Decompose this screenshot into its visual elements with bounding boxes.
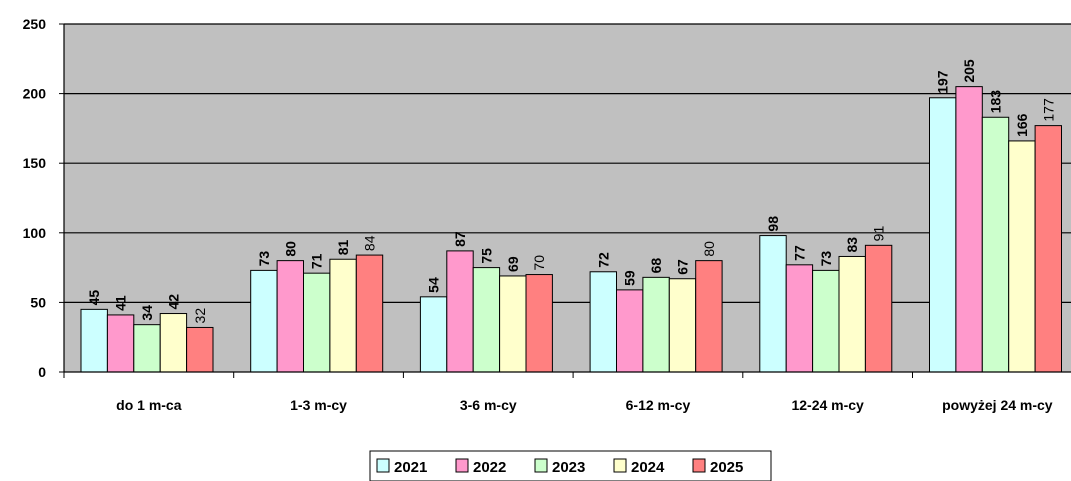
legend-entry: 2025	[710, 459, 743, 476]
bar	[133, 324, 161, 373]
data-label: 80	[282, 241, 298, 257]
bar	[419, 296, 448, 373]
bar	[1008, 140, 1036, 373]
data-label: 83	[844, 237, 860, 253]
data-label: 71	[309, 253, 325, 269]
data-label: 91	[871, 226, 887, 242]
bar	[955, 86, 983, 373]
bar	[80, 308, 108, 373]
x-category-label: powyżej 24 m-cy	[942, 397, 1053, 413]
bar	[838, 255, 866, 373]
bar	[1034, 125, 1062, 373]
bar	[250, 269, 278, 373]
x-axis-categories: do 1 m-ca 1-3 m-cy 3-6 m-cy 6-12 m-cy 12-24 …	[63, 372, 1053, 413]
data-label: 72	[595, 252, 611, 268]
data-label: 67	[675, 259, 691, 275]
bar	[499, 275, 527, 373]
legend-swatch	[376, 458, 390, 473]
bar	[981, 116, 1010, 373]
data-label: 69	[505, 256, 521, 272]
data-label: 45	[86, 290, 102, 306]
data-label: 80	[701, 241, 717, 257]
data-label: 34	[139, 305, 155, 321]
data-label: 73	[818, 251, 834, 267]
data-label: 84	[362, 235, 378, 251]
bar	[812, 269, 840, 373]
x-category-label: 3-6 m-cy	[460, 397, 517, 413]
legend: 2021 2022 2023 2024 2025	[369, 450, 772, 481]
y-tick-label: 200	[23, 86, 47, 102]
bars	[80, 86, 1062, 373]
x-category-label: 12-24 m-cy	[791, 397, 864, 413]
y-tick-label: 150	[23, 155, 47, 171]
bar	[186, 326, 214, 373]
y-tick-label: 50	[30, 294, 46, 310]
data-label: 197	[935, 70, 951, 94]
legend-swatch	[613, 458, 627, 473]
bar	[276, 260, 305, 373]
bar	[929, 97, 957, 373]
legend-swatch	[692, 458, 706, 473]
y-tick-label: 250	[23, 16, 47, 32]
x-category-label: 6-12 m-cy	[626, 397, 691, 413]
data-label: 205	[961, 59, 977, 83]
data-label: 77	[791, 245, 807, 261]
legend-entry: 2023	[552, 459, 585, 476]
data-label: 75	[478, 248, 494, 264]
legend-entry: 2024	[631, 459, 665, 476]
data-label: 87	[452, 231, 468, 247]
bar	[759, 235, 787, 373]
data-label: 70	[531, 255, 547, 271]
data-label: 177	[1040, 98, 1056, 122]
bar	[355, 254, 384, 373]
data-label: 98	[765, 216, 781, 232]
plot-area	[64, 24, 1071, 372]
y-tick-label: 0	[38, 364, 46, 380]
x-category-label: 1-3 m-cy	[290, 397, 347, 413]
data-label: 54	[426, 277, 442, 293]
data-label: 81	[335, 239, 351, 255]
bar	[785, 264, 814, 373]
data-label: 32	[192, 308, 208, 324]
bar	[106, 314, 135, 373]
bar	[864, 244, 893, 373]
y-tick-label: 100	[23, 225, 47, 241]
x-category-label: do 1 m-ca	[116, 397, 182, 413]
bar	[159, 313, 188, 373]
y-axis-ticks: 0 50 100 150 200 250	[23, 16, 64, 380]
data-label: 59	[622, 270, 638, 286]
data-label: 166	[1014, 113, 1030, 137]
data-label: 183	[988, 90, 1004, 114]
bar	[589, 271, 617, 373]
bar	[303, 272, 331, 373]
bar	[472, 267, 501, 373]
data-label: 42	[165, 294, 181, 310]
bar	[695, 260, 723, 373]
data-labels: 45 41 34 42 32 73 80 71 81 84 54 87 75 69 70 72 59 68 67 80…	[86, 59, 1056, 323]
bar	[329, 258, 357, 373]
data-label: 73	[256, 251, 272, 267]
bar	[642, 276, 670, 373]
legend-swatch	[455, 458, 469, 473]
bar	[616, 289, 644, 373]
gridlines	[64, 23, 1071, 303]
legend-swatch	[534, 458, 548, 473]
bar	[668, 278, 697, 373]
bar	[446, 250, 474, 373]
data-label: 68	[648, 258, 664, 274]
bar	[525, 274, 553, 373]
axes	[63, 24, 1071, 373]
legend-entry: 2021	[394, 459, 427, 476]
data-label: 41	[113, 295, 129, 311]
legend-entry: 2022	[473, 459, 506, 476]
